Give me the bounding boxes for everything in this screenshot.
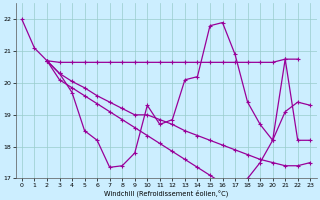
X-axis label: Windchill (Refroidissement éolien,°C): Windchill (Refroidissement éolien,°C) — [104, 189, 228, 197]
